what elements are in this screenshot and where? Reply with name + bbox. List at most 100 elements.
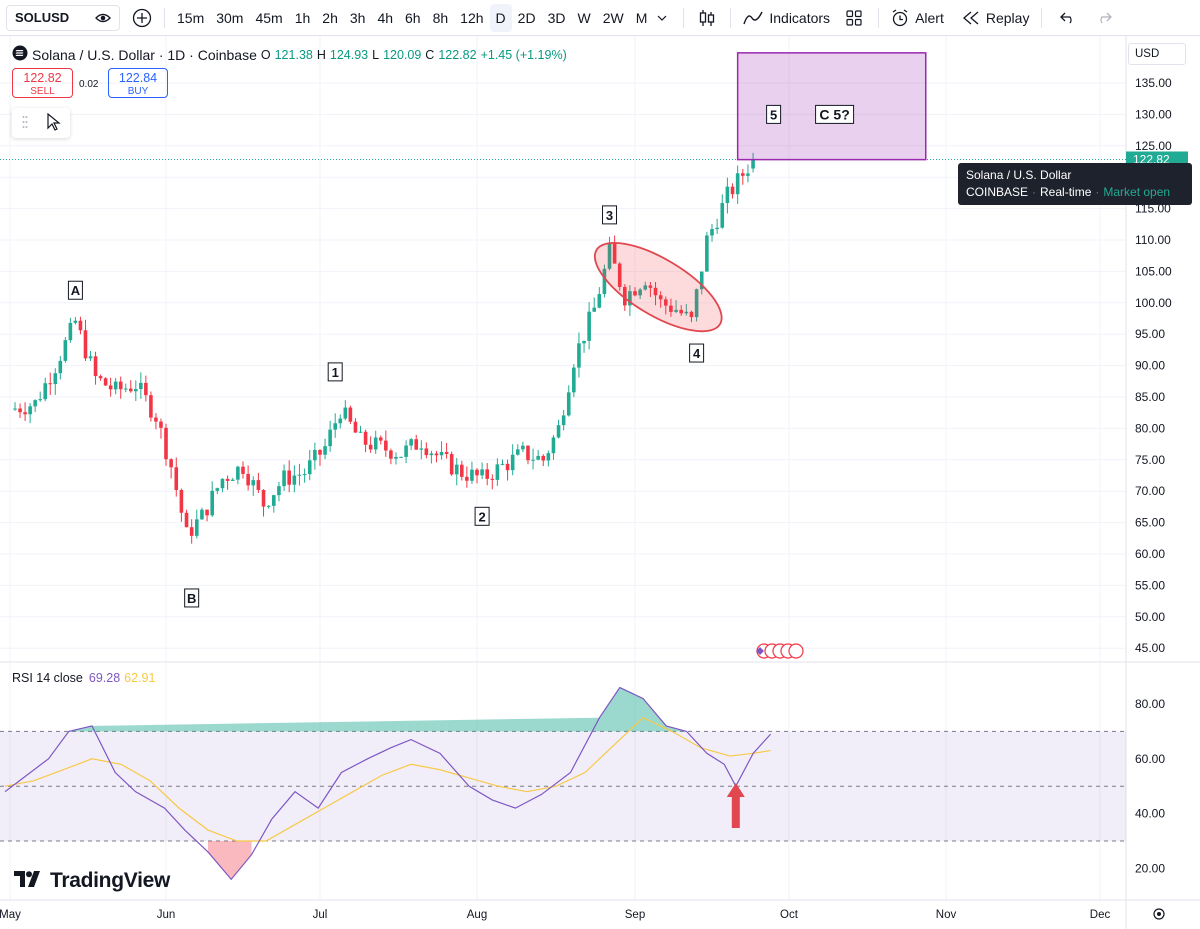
candles-chart-type-icon[interactable] <box>698 8 716 28</box>
undo-icon[interactable] <box>1060 12 1076 24</box>
interval-45m[interactable]: 45m <box>255 9 283 26</box>
candle-body <box>88 356 93 359</box>
candle-body <box>577 343 581 368</box>
symbol-search[interactable]: SOLUSD <box>6 4 120 31</box>
rsi-tick-label: 40.00 <box>1135 807 1165 821</box>
candle-body <box>251 480 256 486</box>
interval-2w[interactable]: 2W <box>602 9 624 26</box>
interval-3h[interactable]: 3h <box>349 9 366 26</box>
candle-body <box>490 478 495 480</box>
cursor-arrow-icon[interactable] <box>46 112 61 134</box>
interval-w[interactable]: W <box>577 9 591 26</box>
candle-body <box>348 407 353 422</box>
indicators-icon <box>743 10 763 26</box>
compare-symbol-icon[interactable] <box>95 11 111 25</box>
candle-body <box>394 456 398 459</box>
drag-handle-icon[interactable] <box>22 115 28 132</box>
time-tick-label: May <box>0 909 21 921</box>
wave-label-b: B <box>187 591 196 606</box>
buy-button[interactable]: 122.84 BUY <box>108 68 168 98</box>
candle-body <box>23 412 27 415</box>
tooltip-exchange: COINBASE <box>966 185 1029 199</box>
candle-body <box>653 287 658 296</box>
candle-body <box>225 478 230 481</box>
chevron-down-icon[interactable] <box>657 15 667 21</box>
candle-body <box>363 431 368 445</box>
consolidation-ellipse <box>593 242 723 333</box>
interval-15m[interactable]: 15m <box>177 9 205 26</box>
wave-label-4: 4 <box>693 346 701 361</box>
interval-3d[interactable]: 3D <box>547 9 566 26</box>
redo-icon[interactable] <box>1096 12 1113 24</box>
candle-body <box>343 407 348 419</box>
grid-lines <box>0 36 1126 900</box>
candle-body <box>633 291 637 296</box>
interval-2h[interactable]: 2h <box>322 9 338 26</box>
price-tick-label: 45.00 <box>1135 641 1165 655</box>
candle-body <box>313 449 317 461</box>
candle-body <box>159 421 163 428</box>
candle-body <box>277 486 281 496</box>
interval-d[interactable]: D <box>489 3 512 32</box>
templates-grid-icon[interactable] <box>846 9 862 26</box>
candle-body <box>149 395 153 418</box>
solana-logo-icon <box>12 45 28 64</box>
rsi-ma-value: 62.91 <box>124 671 156 685</box>
tooltip-separator: · <box>1032 185 1037 199</box>
replay-button[interactable]: Replay <box>956 4 1036 32</box>
wave-label-box <box>184 588 200 608</box>
time-tick-label: Jul <box>313 909 328 921</box>
indicators-label: Indicators <box>769 9 831 26</box>
candle-body <box>741 173 745 176</box>
candle-body <box>541 455 546 461</box>
candle-body <box>43 383 48 400</box>
interval-2d[interactable]: 2D <box>517 9 536 26</box>
price-tick-label: 60.00 <box>1135 547 1165 561</box>
interval-8h[interactable]: 8h <box>432 9 449 26</box>
drawing-toolbar <box>12 108 70 138</box>
price-chart[interactable]: A B 1 2 3 4 5 C 5? 135.00 130.00 125.00 1 20.00 115.… <box>0 36 1200 929</box>
legend-header: Solana / U.S. Dollar · 1D · Coinbase O 12… <box>12 45 567 64</box>
divider <box>164 7 165 28</box>
indicators-button[interactable]: Indicators <box>737 4 836 32</box>
candle-body <box>674 309 678 312</box>
interval-12h[interactable]: 12h <box>460 9 484 26</box>
candle-body <box>83 330 88 359</box>
interval-1h[interactable]: 1h <box>294 9 311 26</box>
candle-body <box>454 464 459 475</box>
wave-label-box <box>67 280 83 300</box>
candle-body <box>378 437 383 441</box>
candle-body <box>358 431 363 433</box>
candle-body <box>195 519 199 536</box>
add-symbol-icon[interactable] <box>132 8 152 28</box>
interval-30m[interactable]: 30m <box>216 9 244 26</box>
candle-series <box>0 152 1126 544</box>
candle-body <box>648 285 653 288</box>
candle-body <box>73 320 78 323</box>
interval-4h[interactable]: 4h <box>377 9 394 26</box>
candle-body <box>587 311 591 341</box>
candle-body <box>572 367 576 393</box>
candle-body <box>628 291 632 306</box>
interval-m[interactable]: M <box>635 9 648 26</box>
sell-button[interactable]: 122.82 SELL <box>12 68 73 98</box>
wave-label-box <box>689 343 705 363</box>
candle-body <box>53 373 58 385</box>
candle-body <box>328 429 332 447</box>
candle-body <box>684 311 689 314</box>
spread-value: 0.02 <box>79 79 99 90</box>
alert-button[interactable]: Alert <box>885 4 950 32</box>
currency-select[interactable]: USD <box>1128 43 1186 65</box>
alert-label: Alert <box>915 9 944 26</box>
divider <box>683 7 685 28</box>
interval-6h[interactable]: 6h <box>405 9 421 26</box>
tooltip-feed: Real-time <box>1040 185 1092 199</box>
rsi-arrow-annotation <box>726 783 745 828</box>
candle-body <box>108 385 113 390</box>
tradingview-logo: TradingView <box>14 869 170 893</box>
rsi-line <box>4 686 772 881</box>
candle-body <box>333 423 337 430</box>
candle-body <box>689 311 694 318</box>
rsi-tick-label: 20.00 <box>1135 861 1165 875</box>
price-tick-label: 95.00 <box>1135 327 1165 341</box>
